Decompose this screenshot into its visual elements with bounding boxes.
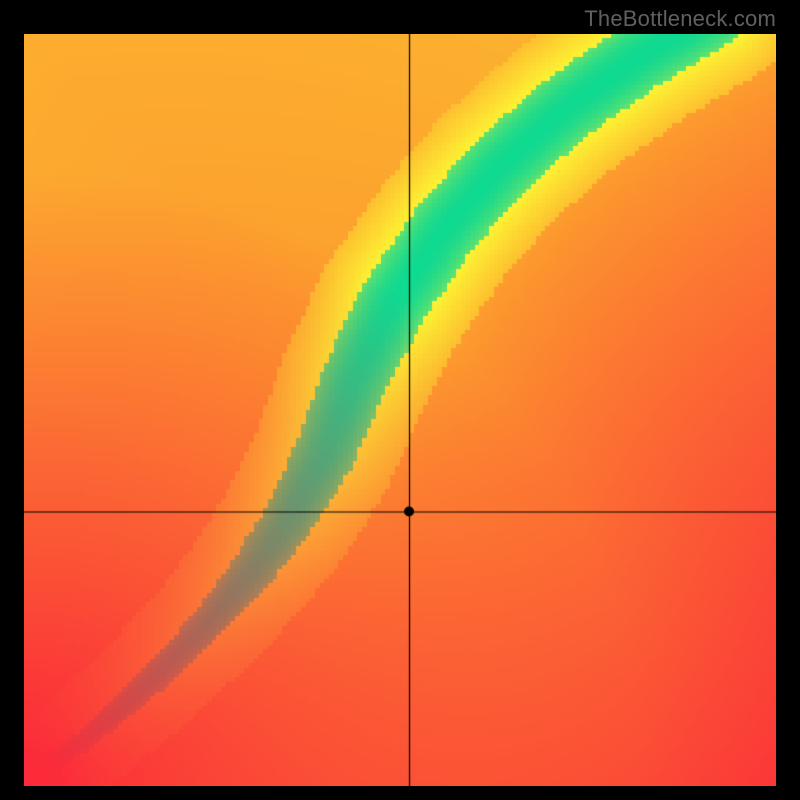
chart-container: { "watermark": "TheBottleneck.com", "cha…	[0, 0, 800, 800]
bottleneck-heatmap	[24, 34, 776, 786]
watermark-text: TheBottleneck.com	[584, 6, 776, 32]
